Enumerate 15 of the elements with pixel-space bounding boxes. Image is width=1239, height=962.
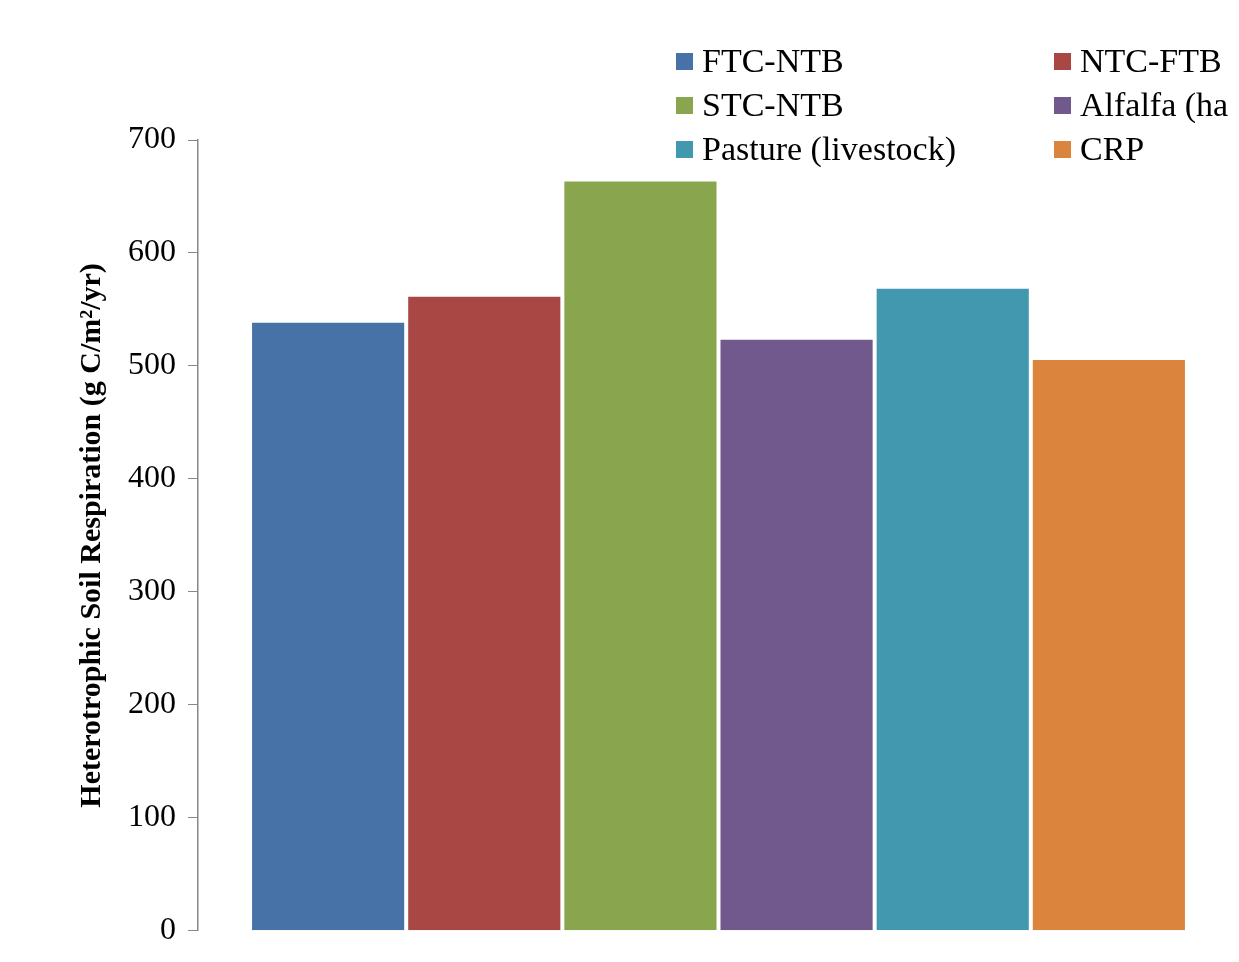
y-tick-label: 200 [128, 684, 176, 721]
legend-label: Pasture (livestock) [702, 130, 956, 168]
y-tick-label: 600 [128, 232, 176, 269]
y-tick-label: 500 [128, 345, 176, 382]
y-tick-label: 400 [128, 458, 176, 495]
legend-label: STC-NTB [702, 86, 844, 124]
legend-label: Alfalfa (ha [1080, 86, 1229, 124]
y-tick-label: 0 [160, 910, 176, 947]
y-tick-label: 700 [128, 119, 176, 156]
y-tick-label: 100 [128, 797, 176, 834]
legend-label: FTC-NTB [702, 42, 844, 80]
y-tick-label: 300 [128, 571, 176, 608]
y-axis-title: Heterotrophic Soil Respiration (g C/m²/yr) [72, 263, 107, 808]
legend-label: NTC-FTB [1080, 42, 1222, 80]
legend-label: CRP [1080, 130, 1145, 168]
